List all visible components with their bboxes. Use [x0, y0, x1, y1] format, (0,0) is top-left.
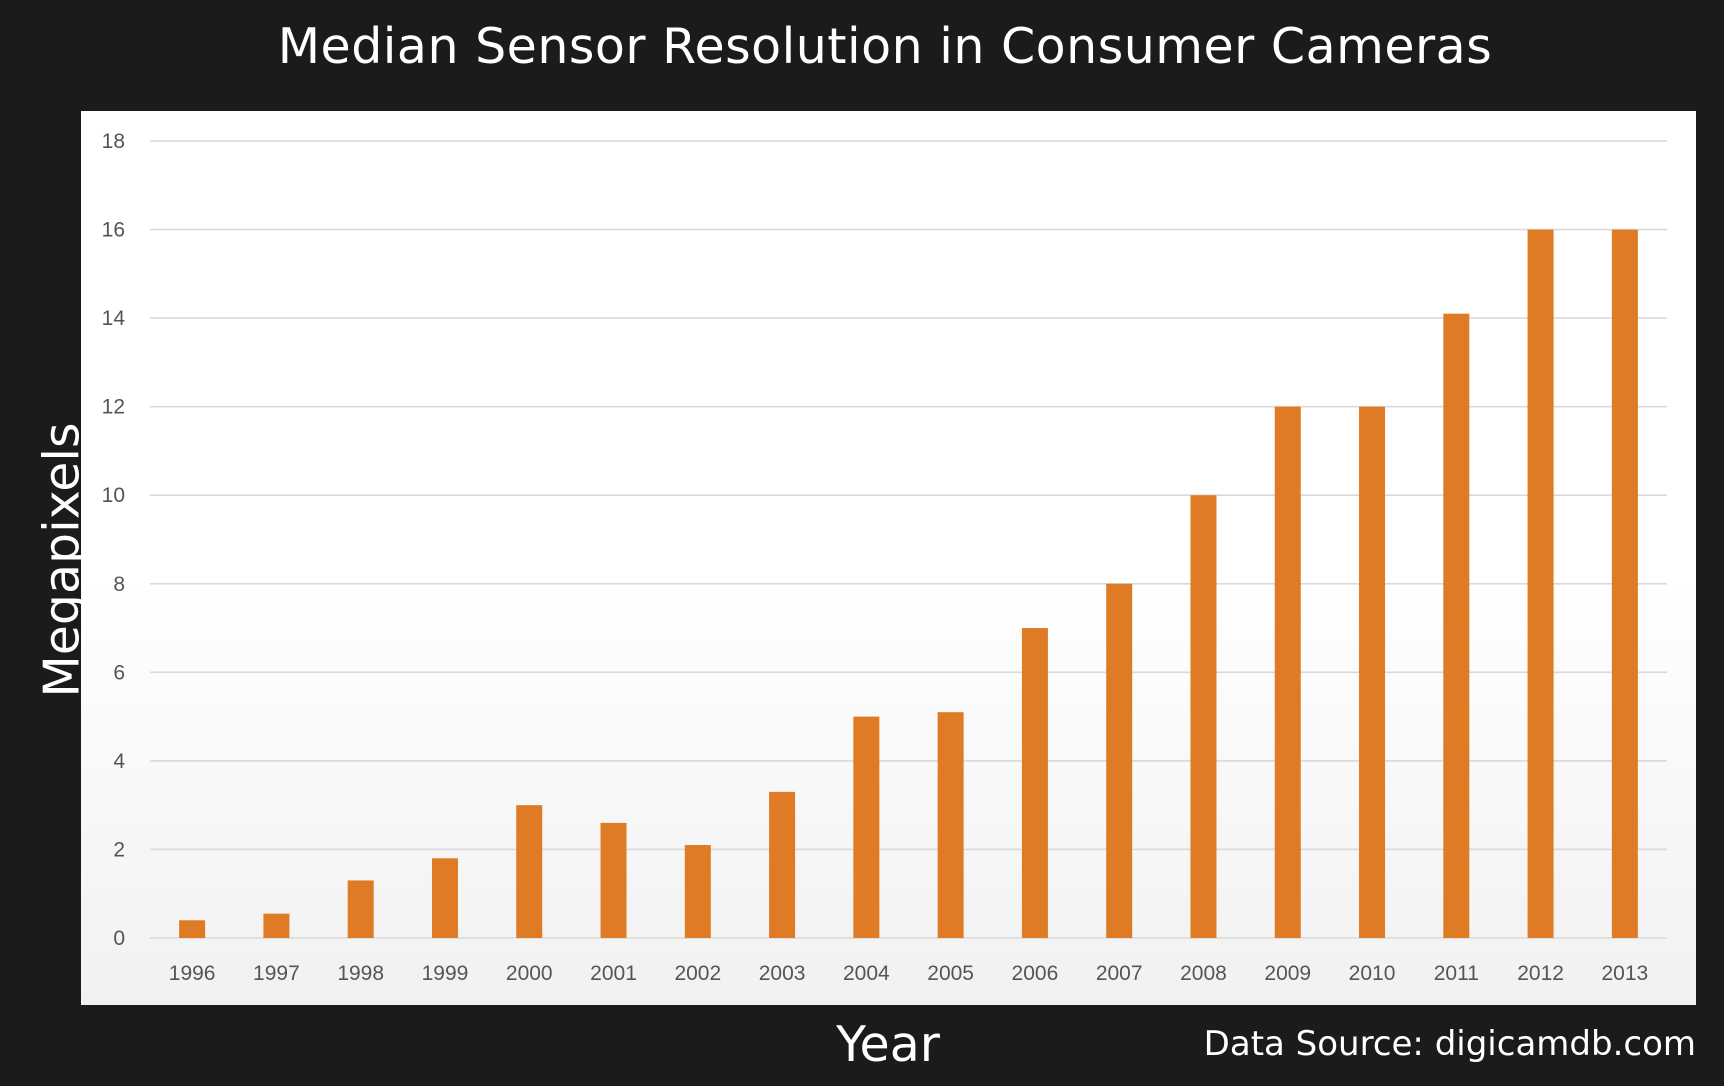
- bar-1997: [263, 913, 290, 938]
- bar-2010: [1359, 406, 1386, 939]
- bar-1998: [347, 880, 374, 938]
- x-tick-label: 2007: [1096, 962, 1143, 985]
- y-tick-label: 8: [113, 573, 125, 596]
- y-tick-labels: 0 2 4 6 8 10 12 14 16 18: [102, 130, 126, 950]
- y-tick-label: 14: [102, 307, 126, 330]
- x-tick-label: 2010: [1349, 962, 1396, 985]
- bar-2012: [1527, 229, 1554, 939]
- x-tick-label: 2012: [1517, 962, 1564, 985]
- chart-title: Median Sensor Resolution in Consumer Cam…: [277, 18, 1493, 75]
- bar-2001: [600, 822, 627, 938]
- plot-area: 0 2 4 6 8 10 12 14 16 18 1996 1997 1998 1999 2000 2001…: [81, 111, 1696, 1005]
- x-tick-label: 1999: [422, 962, 469, 985]
- bar-2008: [1190, 495, 1217, 938]
- bar-2005: [937, 712, 964, 938]
- x-tick-label: 2009: [1264, 962, 1311, 985]
- bar-1996: [179, 920, 206, 938]
- y-tick-label: 12: [102, 396, 125, 419]
- x-tick-labels: 1996 1997 1998 1999 2000 2001 2002 2003 2004 2005…: [169, 962, 1648, 985]
- x-tick-label: 2008: [1180, 962, 1227, 985]
- y-tick-label: 0: [113, 927, 125, 950]
- x-tick-label: 1997: [253, 962, 300, 985]
- bar-2011: [1443, 313, 1470, 938]
- x-tick-label: 2002: [674, 962, 721, 985]
- y-tick-label: 2: [113, 838, 125, 861]
- x-tick-label: 2013: [1602, 962, 1649, 985]
- x-tick-label: 2003: [759, 962, 806, 985]
- bar-2002: [684, 845, 711, 938]
- bar-2000: [516, 805, 543, 938]
- bar-2007: [1106, 583, 1133, 938]
- bar-chart: 0 2 4 6 8 10 12 14 16 18 1996 1997 1998 1999 2000 2001…: [102, 130, 1667, 985]
- y-tick-label: 16: [102, 219, 125, 242]
- y-tick-label: 18: [102, 130, 125, 153]
- data-source-note: Data Source: digicamdb.com: [1203, 1024, 1696, 1064]
- gridlines: [150, 140, 1667, 939]
- y-tick-label: 4: [113, 750, 125, 773]
- bars: [179, 229, 1638, 939]
- x-axis-label: Year: [836, 1016, 940, 1073]
- x-tick-label: 2001: [590, 962, 637, 985]
- x-tick-label: 1998: [337, 962, 384, 985]
- x-tick-label: 1996: [169, 962, 216, 985]
- bar-2013: [1611, 229, 1638, 939]
- bar-2004: [853, 716, 880, 938]
- x-tick-label: 2004: [843, 962, 890, 985]
- bar-1999: [431, 858, 458, 938]
- y-tick-label: 10: [102, 484, 125, 507]
- bar-2003: [769, 791, 796, 938]
- x-tick-label: 2000: [506, 962, 553, 985]
- x-tick-label: 2011: [1434, 962, 1479, 985]
- x-tick-label: 2005: [927, 962, 974, 985]
- y-tick-label: 6: [113, 661, 125, 684]
- bar-2006: [1021, 628, 1048, 938]
- x-tick-label: 2006: [1012, 962, 1059, 985]
- bar-2009: [1274, 406, 1301, 939]
